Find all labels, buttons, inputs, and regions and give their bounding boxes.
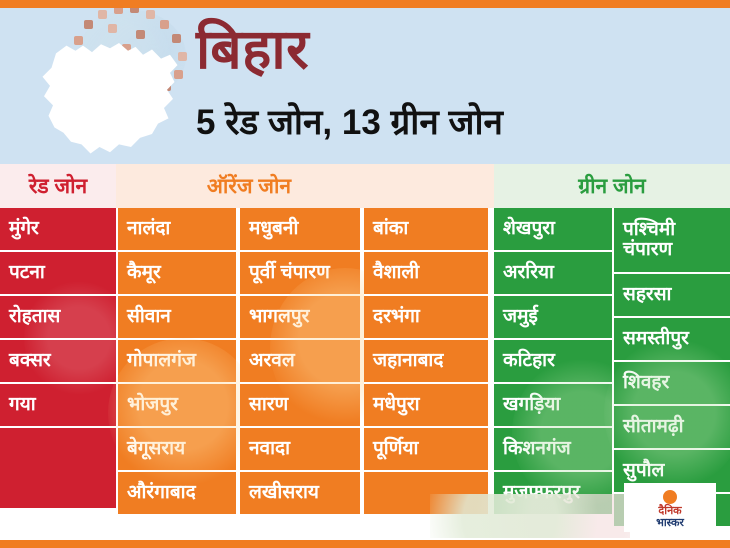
table-row: सहरसा	[614, 274, 730, 318]
table-row: गोपालगंज	[118, 340, 238, 384]
zone-header-row: रेड जोन ऑरेंज जोन ग्रीन जोन	[0, 164, 730, 208]
column-divider	[490, 208, 492, 508]
table-row: समस्तीपुर	[614, 318, 730, 362]
header-band: बिहार 5 रेड जोन, 13 ग्रीन जोन	[0, 8, 730, 164]
orange-zone-column-2: मधुबनी पूर्वी चंपारण भागलपुर अरवल सारण न…	[240, 208, 420, 516]
red-zone-column: मुंगेर पटना रोहतास बक्सर गया	[0, 208, 116, 508]
table-row: वैशाली	[364, 252, 490, 296]
table-row: दरभंगा	[364, 296, 490, 340]
table-row: नवादा	[240, 428, 362, 472]
orange-zone-column-3: बांका वैशाली दरभंगा जहानाबाद मधेपुरा पूर…	[364, 208, 490, 516]
table-row: सारण	[240, 384, 362, 428]
green-zone-header: ग्रीन जोन	[494, 164, 730, 208]
table-row: पश्चिमी चंपारण	[614, 208, 730, 274]
top-accent-bar	[0, 0, 730, 8]
table-row: शेखपुरा	[494, 208, 612, 252]
table-row: नालंदा	[118, 208, 238, 252]
footer-watermark	[430, 494, 630, 538]
orange-zone-header: ऑरेंज जोन	[116, 164, 494, 208]
table-row: शिवहर	[614, 362, 730, 406]
red-column-filler	[0, 428, 116, 508]
table-row: मुंगेर	[0, 208, 116, 252]
orange-zone-column-1: नालंदा कैमूर सीवान गोपालगंज भोजपुर बेगूस…	[108, 208, 258, 516]
logo-line-1: दैनिक	[658, 505, 682, 517]
table-row: कैमूर	[118, 252, 238, 296]
table-row: पूर्वी चंपारण	[240, 252, 362, 296]
table-row: किशनगंज	[494, 428, 612, 472]
table-row: पटना	[0, 252, 116, 296]
column-divider	[116, 208, 118, 508]
table-row: सीवान	[118, 296, 238, 340]
orange-zone-header-label: ऑरेंज जोन	[206, 175, 292, 198]
green-zone-column-2: पश्चिमी चंपारण सहरसा समस्तीपुर शिवहर सीत…	[604, 208, 730, 528]
logo-line-2: भास्कर	[656, 517, 684, 529]
green-zone-column-1: शेखपुरा अररिया जमुई कटिहार खगड़िया किशनग…	[494, 208, 652, 516]
table-row: अरवल	[240, 340, 362, 384]
column-divider	[612, 208, 614, 508]
table-row: रोहतास	[0, 296, 116, 340]
table-row: मधेपुरा	[364, 384, 490, 428]
bottom-accent-bar	[0, 540, 730, 548]
table-row: जहानाबाद	[364, 340, 490, 384]
table-row: भागलपुर	[240, 296, 362, 340]
table-row: सीतामढ़ी	[614, 406, 730, 450]
publisher-logo: दैनिक भास्कर	[624, 483, 716, 532]
page-title: बिहार	[196, 18, 310, 80]
table-row: कटिहार	[494, 340, 612, 384]
green-zone-header-label: ग्रीन जोन	[578, 175, 646, 198]
table-row: जमुई	[494, 296, 612, 340]
table-row: भोजपुर	[118, 384, 238, 428]
table-row: बक्सर	[0, 340, 116, 384]
table-row: लखीसराय	[240, 472, 362, 516]
logo-dot-icon	[663, 490, 677, 504]
table-row: खगड़िया	[494, 384, 612, 428]
red-zone-header-label: रेड जोन	[28, 175, 88, 198]
table-row: बेगूसराय	[118, 428, 238, 472]
red-zone-header: रेड जोन	[0, 164, 116, 208]
table-row: औरंगाबाद	[118, 472, 238, 516]
table-row: अररिया	[494, 252, 612, 296]
table-row: पूर्णिया	[364, 428, 490, 472]
zones-table: मुंगेर पटना रोहतास बक्सर गया नालंदा कैमू…	[0, 208, 730, 528]
page-subtitle: 5 रेड जोन, 13 ग्रीन जोन	[196, 103, 503, 142]
table-row: बांका	[364, 208, 490, 252]
table-row: मधुबनी	[240, 208, 362, 252]
table-row: गया	[0, 384, 116, 428]
